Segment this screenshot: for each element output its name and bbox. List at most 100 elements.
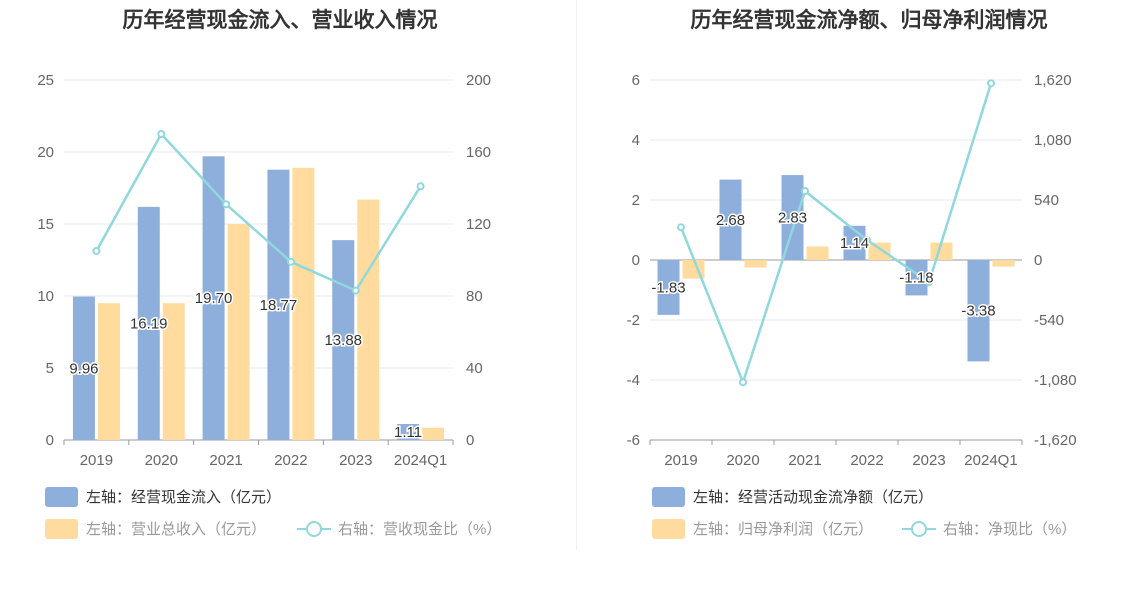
net-cashflow-profit-chart-panel: 历年经营现金流净额、归母净利润情况 -6 -4 -2 0 2 4 6 -1,620 -1,08… — [577, 0, 1148, 589]
left-axis-tick-label: 0 — [632, 252, 640, 269]
bar-series-2[interactable] — [422, 427, 445, 440]
left-axis-tick-label: 25 — [37, 72, 54, 89]
category-axis-ticks: 2019 2020 2021 2022 2023 2024Q1 — [664, 452, 1017, 469]
right-axis-tick-label: -540 — [1034, 312, 1064, 329]
legend-marker-icon — [306, 521, 322, 537]
left-axis-tick-label: 5 — [46, 360, 54, 377]
legend-swatch-bar1 — [652, 487, 685, 507]
line-series — [677, 79, 995, 387]
left-axis-ticks: -6 -4 -2 0 2 4 6 — [627, 72, 640, 449]
line-series — [92, 130, 425, 295]
bar-series-1[interactable] — [781, 175, 804, 260]
chart-title: 历年经营现金流入、营业收入情况 — [123, 8, 438, 32]
legend-swatch-bar1 — [45, 487, 78, 507]
right-axis-tick-label: 1,080 — [1034, 132, 1072, 149]
bar-series-2[interactable] — [162, 303, 185, 440]
bar-series-2[interactable] — [97, 303, 120, 440]
bar-data-label: 1.11 — [394, 424, 422, 441]
category-tick-label: 2022 — [850, 452, 883, 469]
bar-series-2[interactable] — [806, 246, 829, 261]
left-axis-tick-label: -6 — [627, 432, 640, 449]
bar-series-1[interactable] — [72, 296, 95, 440]
legend-item-series-3[interactable]: 右轴：净现比（%） — [902, 521, 1076, 538]
left-axis-tick-label: -2 — [627, 312, 640, 329]
line-point[interactable] — [739, 378, 747, 387]
line-point[interactable] — [677, 223, 685, 232]
right-axis-tick-label: 1,620 — [1034, 72, 1072, 89]
bar-data-label: -1.83 — [651, 279, 685, 296]
line-point[interactable] — [92, 247, 101, 255]
legend-swatch-bar2 — [45, 519, 78, 539]
bar-series-1[interactable] — [267, 169, 290, 440]
legend-label: 右轴：净现比（%） — [943, 521, 1076, 538]
category-tick-label: 2019 — [80, 452, 113, 469]
left-axis-tick-label: 0 — [46, 432, 54, 449]
line-point[interactable] — [351, 286, 360, 295]
bar-series-1[interactable] — [719, 179, 742, 260]
right-axis-ticks: 0 40 80 120 160 200 — [466, 72, 491, 449]
category-tick-label: 2021 — [209, 452, 242, 469]
bar-series-2[interactable] — [227, 224, 250, 440]
right-axis-tick-label: 120 — [466, 216, 491, 233]
left-axis-tick-label: 10 — [37, 288, 54, 305]
bar-data-label: 18.77 — [260, 297, 298, 314]
bar-series-2[interactable] — [744, 260, 767, 268]
left-axis-tick-label: 2 — [632, 192, 640, 209]
legend-label: 左轴：经营活动现金流净额（亿元） — [693, 489, 933, 506]
bar-data-label: -3.38 — [961, 303, 995, 320]
category-tick-label: 2022 — [274, 452, 307, 469]
bar-series-1[interactable] — [397, 424, 420, 440]
legend-swatch-bar2 — [652, 519, 685, 539]
legend-item-series-1[interactable]: 左轴：经营活动现金流净额（亿元） — [652, 487, 933, 507]
legend-label: 左轴：归母净利润（亿元） — [693, 521, 873, 538]
left-axis-tick-label: 4 — [632, 132, 640, 149]
bar-series-2[interactable] — [868, 242, 891, 260]
chart-title: 历年经营现金流净额、归母净利润情况 — [691, 8, 1048, 32]
data-labels: 9.96 16.19 19.70 18.77 13.88 1.11 — [68, 289, 424, 443]
bar-series — [657, 175, 1015, 362]
bar-data-label: 19.70 — [195, 290, 233, 307]
cashflow-inflow-revenue-chart: 历年经营现金流入、营业收入情况 0 5 10 15 20 25 0 40 80 120 160 20… — [37, 8, 501, 539]
category-tick-label: 2019 — [664, 452, 697, 469]
right-axis-ticks: -1,620 -1,080 -540 0 540 1,080 1,620 — [1034, 72, 1077, 449]
left-axis-tick-label: 15 — [37, 216, 54, 233]
category-tick-label: 2020 — [726, 452, 759, 469]
legend-item-series-3[interactable]: 右轴：营收现金比（%） — [297, 521, 501, 538]
line-point[interactable] — [222, 200, 231, 209]
line-point[interactable] — [157, 130, 166, 138]
category-tick-label: 2024Q1 — [964, 452, 1017, 469]
left-axis-ticks: 0 5 10 15 20 25 — [37, 72, 54, 449]
left-axis-tick-label: -4 — [627, 372, 640, 389]
line-point[interactable] — [925, 278, 933, 287]
line-point[interactable] — [416, 182, 425, 191]
line-series-path — [95, 131, 422, 293]
bar-data-label: 9.96 — [69, 360, 98, 377]
category-tick-label: 2024Q1 — [394, 452, 447, 469]
bar-series-1[interactable] — [657, 260, 680, 315]
legend-item-series-2[interactable]: 左轴：营业总收入（亿元） — [45, 519, 266, 539]
category-tick-label: 2023 — [912, 452, 945, 469]
bar-series-2[interactable] — [292, 167, 315, 440]
bar-series-2[interactable] — [357, 199, 380, 440]
legend-item-series-2[interactable]: 左轴：归母净利润（亿元） — [652, 519, 873, 539]
right-axis-tick-label: 200 — [466, 72, 491, 89]
line-point[interactable] — [863, 236, 871, 244]
right-axis-tick-label: -1,080 — [1034, 372, 1077, 389]
line-point[interactable] — [801, 187, 809, 196]
bar-series-1[interactable] — [332, 240, 355, 440]
bar-data-label: 2.68 — [716, 212, 745, 229]
right-axis-tick-label: 0 — [466, 432, 474, 449]
bar-series-2[interactable] — [992, 260, 1015, 267]
legend-label: 右轴：营收现金比（%） — [338, 521, 501, 538]
line-point[interactable] — [286, 257, 295, 266]
legend-label: 左轴：经营现金流入（亿元） — [86, 489, 281, 506]
legend-item-series-1[interactable]: 左轴：经营现金流入（亿元） — [45, 487, 281, 507]
bar-series-1[interactable] — [137, 206, 160, 440]
category-tick-label: 2021 — [788, 452, 821, 469]
legend-label: 左轴：营业总收入（亿元） — [86, 521, 266, 538]
line-series-path — [679, 82, 993, 386]
right-axis-tick-label: 40 — [466, 360, 483, 377]
bar-series-1[interactable] — [967, 260, 990, 362]
bar-series-1[interactable] — [202, 156, 225, 440]
line-point[interactable] — [987, 79, 995, 88]
